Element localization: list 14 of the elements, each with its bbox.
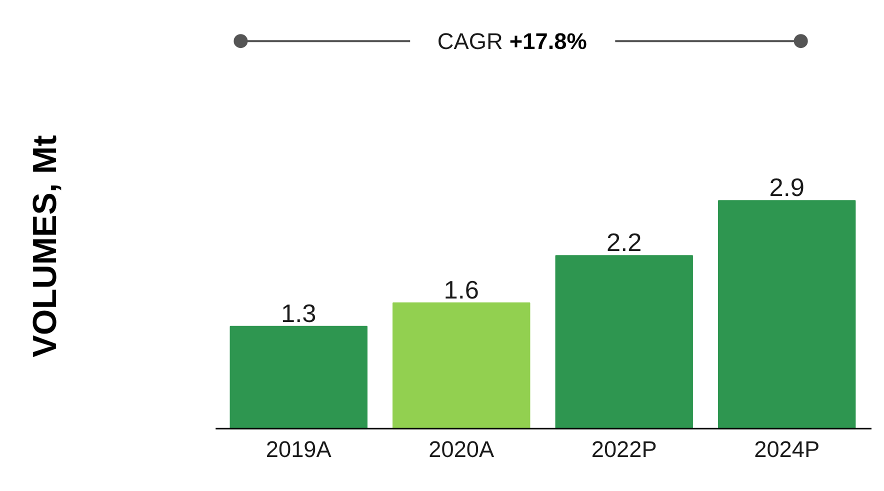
data-label: 1.6 xyxy=(444,276,479,304)
x-tick-label: 2020A xyxy=(428,436,496,462)
data-label: 2.9 xyxy=(769,174,804,202)
data-label: 2.2 xyxy=(606,229,642,258)
bar xyxy=(392,302,530,430)
bar xyxy=(230,326,368,430)
x-tick-label: 2022P xyxy=(591,436,657,462)
y-axis-title: VOLUMES, Mt xyxy=(27,135,64,358)
bar xyxy=(555,255,693,430)
x-tick-label: 2019A xyxy=(266,436,332,462)
bar xyxy=(718,200,856,430)
x-tick-label: 2024P xyxy=(754,436,820,462)
text: CAGR +17.8% xyxy=(437,28,587,54)
data-label: 1.3 xyxy=(281,300,316,328)
